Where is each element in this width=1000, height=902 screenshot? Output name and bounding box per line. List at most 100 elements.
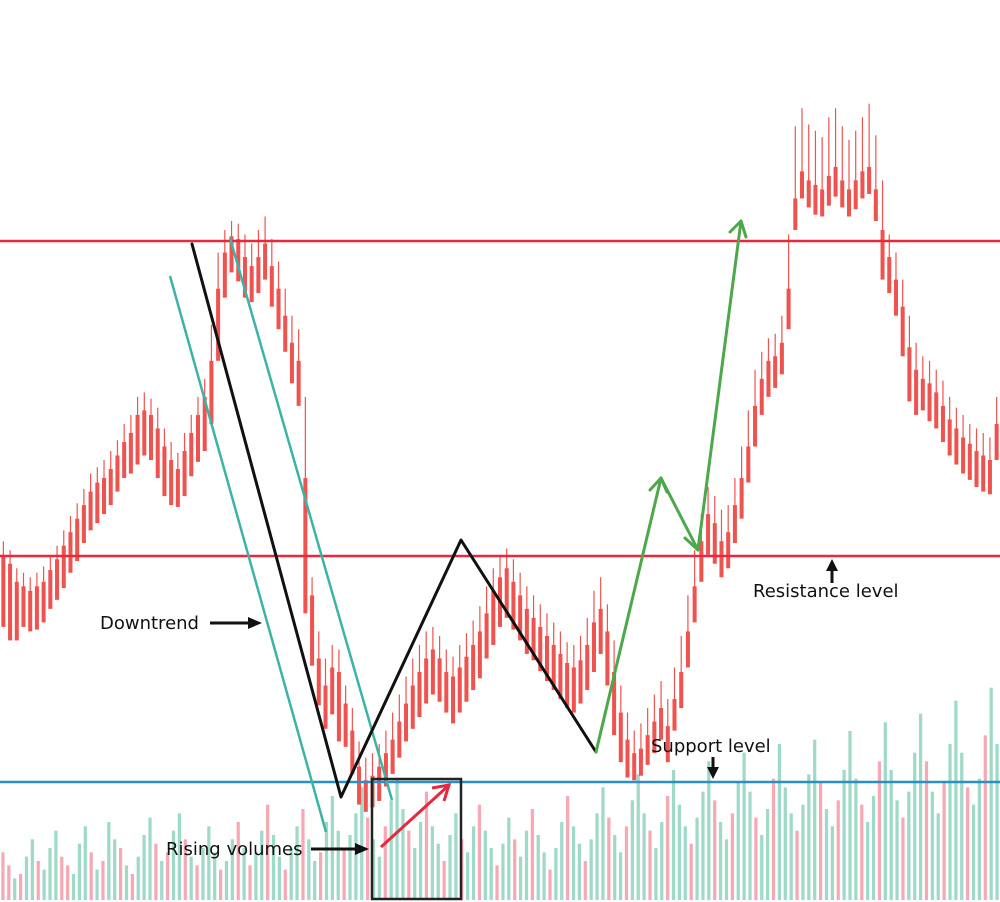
breakout-arrowhead-1 xyxy=(648,476,669,494)
downtrend-arrowhead xyxy=(248,617,262,629)
candle xyxy=(820,137,825,217)
volume-bar xyxy=(783,787,787,900)
candle xyxy=(853,130,858,210)
candle xyxy=(283,288,288,352)
candle xyxy=(672,667,677,731)
volume-bar xyxy=(418,822,423,900)
candle xyxy=(806,124,811,208)
volume-bar xyxy=(18,874,23,900)
volume-bar xyxy=(166,852,170,900)
volume-bar xyxy=(236,822,240,900)
candle xyxy=(786,234,791,330)
candle-body xyxy=(759,378,764,415)
volume-bar xyxy=(860,804,864,900)
volume-bar xyxy=(477,804,482,900)
volume-bar xyxy=(760,835,764,900)
volume-bar xyxy=(230,839,234,900)
volume-bar xyxy=(483,830,487,900)
candle-body xyxy=(692,586,697,623)
volume-bar xyxy=(530,809,534,900)
candle xyxy=(256,230,261,294)
candle-body xyxy=(410,685,415,729)
volume-bar xyxy=(42,869,46,900)
volume-bar xyxy=(348,835,352,900)
volume-bar xyxy=(336,830,340,900)
candle xyxy=(793,126,798,231)
resistance-arrowhead xyxy=(826,559,838,571)
candle-body xyxy=(263,243,268,280)
volume-bar xyxy=(136,856,140,900)
candle-body xyxy=(397,721,402,758)
candle xyxy=(591,590,596,672)
candle xyxy=(269,239,274,307)
volume-bar xyxy=(948,744,952,900)
candle-body xyxy=(189,432,194,477)
rising-volume-arrowhead xyxy=(431,783,452,802)
candle xyxy=(28,577,33,632)
candle-body xyxy=(645,735,650,765)
candle xyxy=(108,451,113,506)
volume-bar xyxy=(24,856,29,900)
volume-bar xyxy=(836,800,840,900)
volume-bar xyxy=(830,826,834,900)
candle xyxy=(21,572,26,627)
candle xyxy=(202,378,207,451)
volume-bar xyxy=(666,796,670,900)
candle xyxy=(61,530,66,589)
candle xyxy=(571,644,576,713)
volume-bar xyxy=(248,865,252,900)
candle xyxy=(618,685,623,763)
candle xyxy=(860,117,865,199)
candle xyxy=(75,503,80,562)
candle xyxy=(350,708,355,774)
volume-bar xyxy=(918,713,923,900)
volume-bar xyxy=(260,830,264,900)
candle-body xyxy=(544,635,549,682)
candle xyxy=(887,234,892,294)
candle xyxy=(41,566,46,623)
candle xyxy=(276,261,281,330)
candle xyxy=(383,730,388,787)
candle-body xyxy=(685,631,690,668)
candle-body xyxy=(571,667,576,713)
volume-bar xyxy=(342,848,346,900)
volume-bar xyxy=(630,800,634,900)
volume-bar xyxy=(801,804,805,900)
candle-body xyxy=(169,460,174,506)
candle xyxy=(397,694,402,758)
volume-bar xyxy=(395,778,399,900)
volume-bar xyxy=(913,752,917,900)
candle-body xyxy=(148,414,154,461)
volume-bar xyxy=(671,770,676,900)
volume-bar xyxy=(307,839,311,900)
candle xyxy=(659,681,664,740)
volume-bar xyxy=(736,783,740,900)
candle-body xyxy=(471,644,476,691)
candle xyxy=(189,414,194,477)
volume-bar xyxy=(160,861,164,900)
candle-body xyxy=(484,613,489,659)
candle xyxy=(987,437,992,495)
volume-bar xyxy=(942,783,946,900)
candle xyxy=(175,452,180,507)
candle-body xyxy=(48,570,53,609)
volume-box-frame xyxy=(370,777,463,901)
candle xyxy=(491,568,496,645)
candle-body xyxy=(591,622,596,672)
volume-bar xyxy=(813,739,817,900)
candle-body xyxy=(679,671,684,709)
candle xyxy=(504,548,509,618)
candle-body xyxy=(914,369,919,415)
candle-body xyxy=(820,189,825,217)
candle-body xyxy=(867,166,872,194)
volume-bar xyxy=(642,813,646,900)
candle-body xyxy=(840,180,845,208)
candle xyxy=(471,620,476,691)
volume-bar xyxy=(613,835,617,900)
candle xyxy=(558,631,563,700)
volume-bar xyxy=(7,865,11,900)
volume-bar xyxy=(654,848,658,900)
volume-bar xyxy=(607,817,611,900)
volume-bar xyxy=(854,778,858,900)
